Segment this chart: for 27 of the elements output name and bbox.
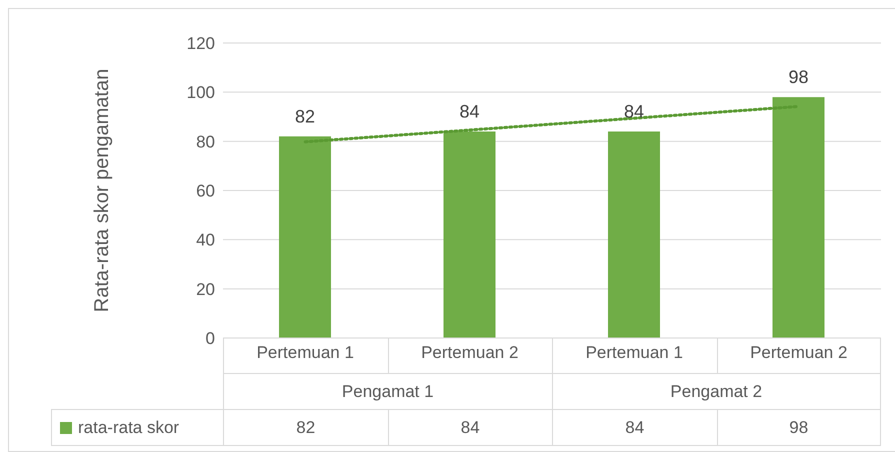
x-tick-label: Pertemuan 2 [421, 343, 518, 362]
text: 84 [388, 410, 552, 445]
bar [772, 97, 824, 338]
bar [279, 136, 331, 338]
y-tick-label: 0 [206, 329, 215, 348]
text: 82 [223, 410, 388, 445]
x-tick-label: Pertemuan 1 [586, 343, 683, 362]
legend-label: rata-rata skor [78, 418, 180, 438]
bar [608, 132, 660, 338]
y-axis-title: Rata-rata skor pengamatan [91, 68, 114, 312]
y-tick-label: 40 [196, 230, 215, 250]
x-tick-label: Pertemuan 2 [750, 343, 848, 362]
y-tick-label: 120 [186, 34, 215, 54]
x-tick-label: Pertemuan 1 [256, 343, 354, 362]
y-tick-label: 60 [196, 182, 215, 201]
data-label: 84 [459, 102, 480, 122]
text: 98 [716, 410, 881, 445]
bar [444, 132, 496, 338]
y-tick-label: 100 [186, 83, 215, 102]
text: 84 [552, 410, 716, 445]
text: Pengamat 1 [223, 374, 552, 410]
text: Pengamat 2 [552, 374, 881, 410]
data-label: 82 [294, 106, 316, 126]
y-tick-label: 80 [196, 132, 215, 152]
data-label: 84 [624, 102, 644, 122]
y-tick-label: 20 [196, 280, 215, 299]
data-label: 98 [788, 67, 809, 88]
